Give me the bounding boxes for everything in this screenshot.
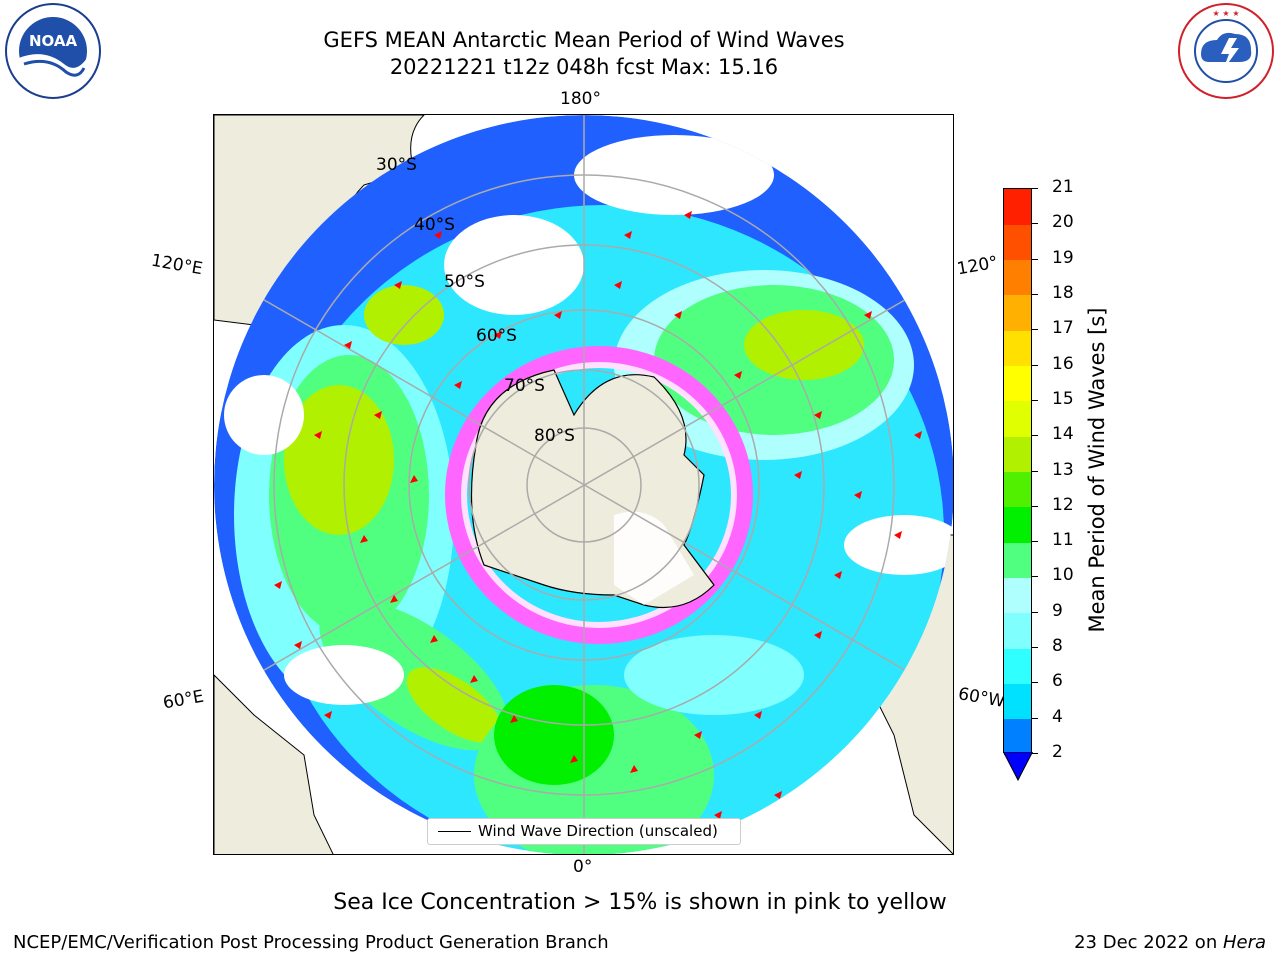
africa-land xyxy=(214,674,334,854)
svg-text:★ ★ ★: ★ ★ ★ xyxy=(1212,9,1239,18)
colorbar-tick-mark xyxy=(1032,647,1038,649)
colorbar-tick-label: 4 xyxy=(1052,706,1063,727)
colorbar-segment xyxy=(1004,542,1031,578)
colorbar-tick-mark xyxy=(1032,717,1038,719)
colorbar-tick-mark xyxy=(1032,223,1038,225)
colorbar-tick-mark xyxy=(1032,611,1038,613)
colorbar-segment xyxy=(1004,259,1031,296)
lat-label-30s: 30°S xyxy=(376,155,417,175)
colorbar-tick-label: 20 xyxy=(1052,212,1074,233)
colorbar-segment xyxy=(1004,400,1031,437)
colorbar-tick-label: 15 xyxy=(1052,388,1074,409)
colorbar-tick-mark xyxy=(1032,329,1038,331)
colorbar-segment xyxy=(1004,365,1031,402)
colorbar-tick-label: 9 xyxy=(1052,600,1063,621)
lon-label-60e: 60°E xyxy=(161,686,206,714)
colorbar-segment xyxy=(1004,471,1031,508)
colorbar-segment xyxy=(1004,648,1031,684)
colorbar-tick-label: 8 xyxy=(1052,636,1063,657)
lon-label-120w: 120° xyxy=(955,252,1000,280)
noaa-logo: NOAA xyxy=(4,2,102,100)
lat-label-50s: 50°S xyxy=(444,272,485,292)
colorbar-label: Mean Period of Wind Waves [s] xyxy=(1085,307,1109,633)
colorbar-tick-mark xyxy=(1032,293,1038,295)
lon-label-0: 0° xyxy=(573,857,593,877)
chart-title: GEFS MEAN Antarctic Mean Period of Wind … xyxy=(323,28,845,52)
colorbar-tick-mark xyxy=(1032,258,1038,260)
latitude-labels: 30°S 40°S 50°S 60°S 70°S 80°S xyxy=(376,155,575,446)
colorbar-tick-label: 16 xyxy=(1052,353,1074,374)
colorbar-tick-label: 12 xyxy=(1052,494,1074,515)
colorbar-segment xyxy=(1004,506,1031,543)
colorbar-extend-arrow xyxy=(1003,752,1033,782)
wind-wave-arrows xyxy=(274,211,922,819)
colorbar-segment xyxy=(1004,612,1031,649)
footer-machine: Hera xyxy=(1222,932,1266,953)
colorbar-segment xyxy=(1004,189,1031,225)
footer-date-text: 23 Dec 2022 on xyxy=(1074,932,1223,953)
colorbar-segment xyxy=(1004,224,1031,261)
colorbar-tick-mark xyxy=(1032,753,1038,754)
colorbar-tick-mark xyxy=(1032,541,1038,543)
lat-label-80s: 80°S xyxy=(534,426,575,446)
legend-label: Wind Wave Direction (unscaled) xyxy=(478,822,718,840)
colorbar xyxy=(1003,188,1032,755)
colorbar-tick-label: 6 xyxy=(1052,671,1063,692)
colorbar-tick-mark xyxy=(1032,470,1038,472)
colorbar-tick-label: 19 xyxy=(1052,247,1074,268)
sea-ice-note: Sea Ice Concentration > 15% is shown in … xyxy=(333,890,947,915)
colorbar-tick-mark xyxy=(1032,435,1038,437)
colorbar-tick-mark xyxy=(1032,505,1038,507)
colorbar-tick-mark xyxy=(1032,188,1038,189)
nws-logo: ★ ★ ★ xyxy=(1177,2,1275,100)
footer-branch: NCEP/EMC/Verification Post Processing Pr… xyxy=(13,932,609,953)
colorbar-tick-label: 11 xyxy=(1052,530,1074,551)
colorbar-tick-label: 18 xyxy=(1052,282,1074,303)
lat-label-40s: 40°S xyxy=(414,215,455,235)
lon-label-60w: 60°W xyxy=(956,684,1007,712)
colorbar-tick-label: 21 xyxy=(1052,177,1074,197)
colorbar-segment xyxy=(1004,330,1031,367)
colorbar-tick-label: 13 xyxy=(1052,459,1074,480)
colorbar-tick-label: 10 xyxy=(1052,565,1074,586)
svg-text:NOAA: NOAA xyxy=(29,32,78,50)
colorbar-segment xyxy=(1004,683,1031,720)
map-legend: Wind Wave Direction (unscaled) xyxy=(427,818,741,845)
colorbar-segment xyxy=(1004,577,1031,614)
lat-label-60s: 60°S xyxy=(476,326,517,346)
legend-line-swatch xyxy=(438,831,471,832)
polar-map: 30°S 40°S 50°S 60°S 70°S 80°S xyxy=(213,114,954,855)
map-canvas: 30°S 40°S 50°S 60°S 70°S 80°S xyxy=(214,115,953,854)
colorbar-segment xyxy=(1004,294,1031,331)
lon-label-180: 180° xyxy=(560,89,601,109)
colorbar-segment xyxy=(1004,718,1031,755)
lon-label-120e: 120°E xyxy=(149,250,205,280)
chart-subtitle: 20221221 t12z 048h fcst Max: 15.16 xyxy=(389,55,779,79)
colorbar-tick-mark xyxy=(1032,399,1038,401)
lat-label-70s: 70°S xyxy=(504,376,545,396)
footer-date: 23 Dec 2022 on Hera xyxy=(1074,932,1266,953)
colorbar-tick-mark xyxy=(1032,682,1038,684)
colorbar-tick-label: 2 xyxy=(1052,742,1063,762)
colorbar-tick-mark xyxy=(1032,576,1038,578)
colorbar-tick-label: 17 xyxy=(1052,318,1074,339)
colorbar-segment xyxy=(1004,436,1031,472)
colorbar-tick-mark xyxy=(1032,364,1038,366)
colorbar-tick-label: 14 xyxy=(1052,424,1074,445)
